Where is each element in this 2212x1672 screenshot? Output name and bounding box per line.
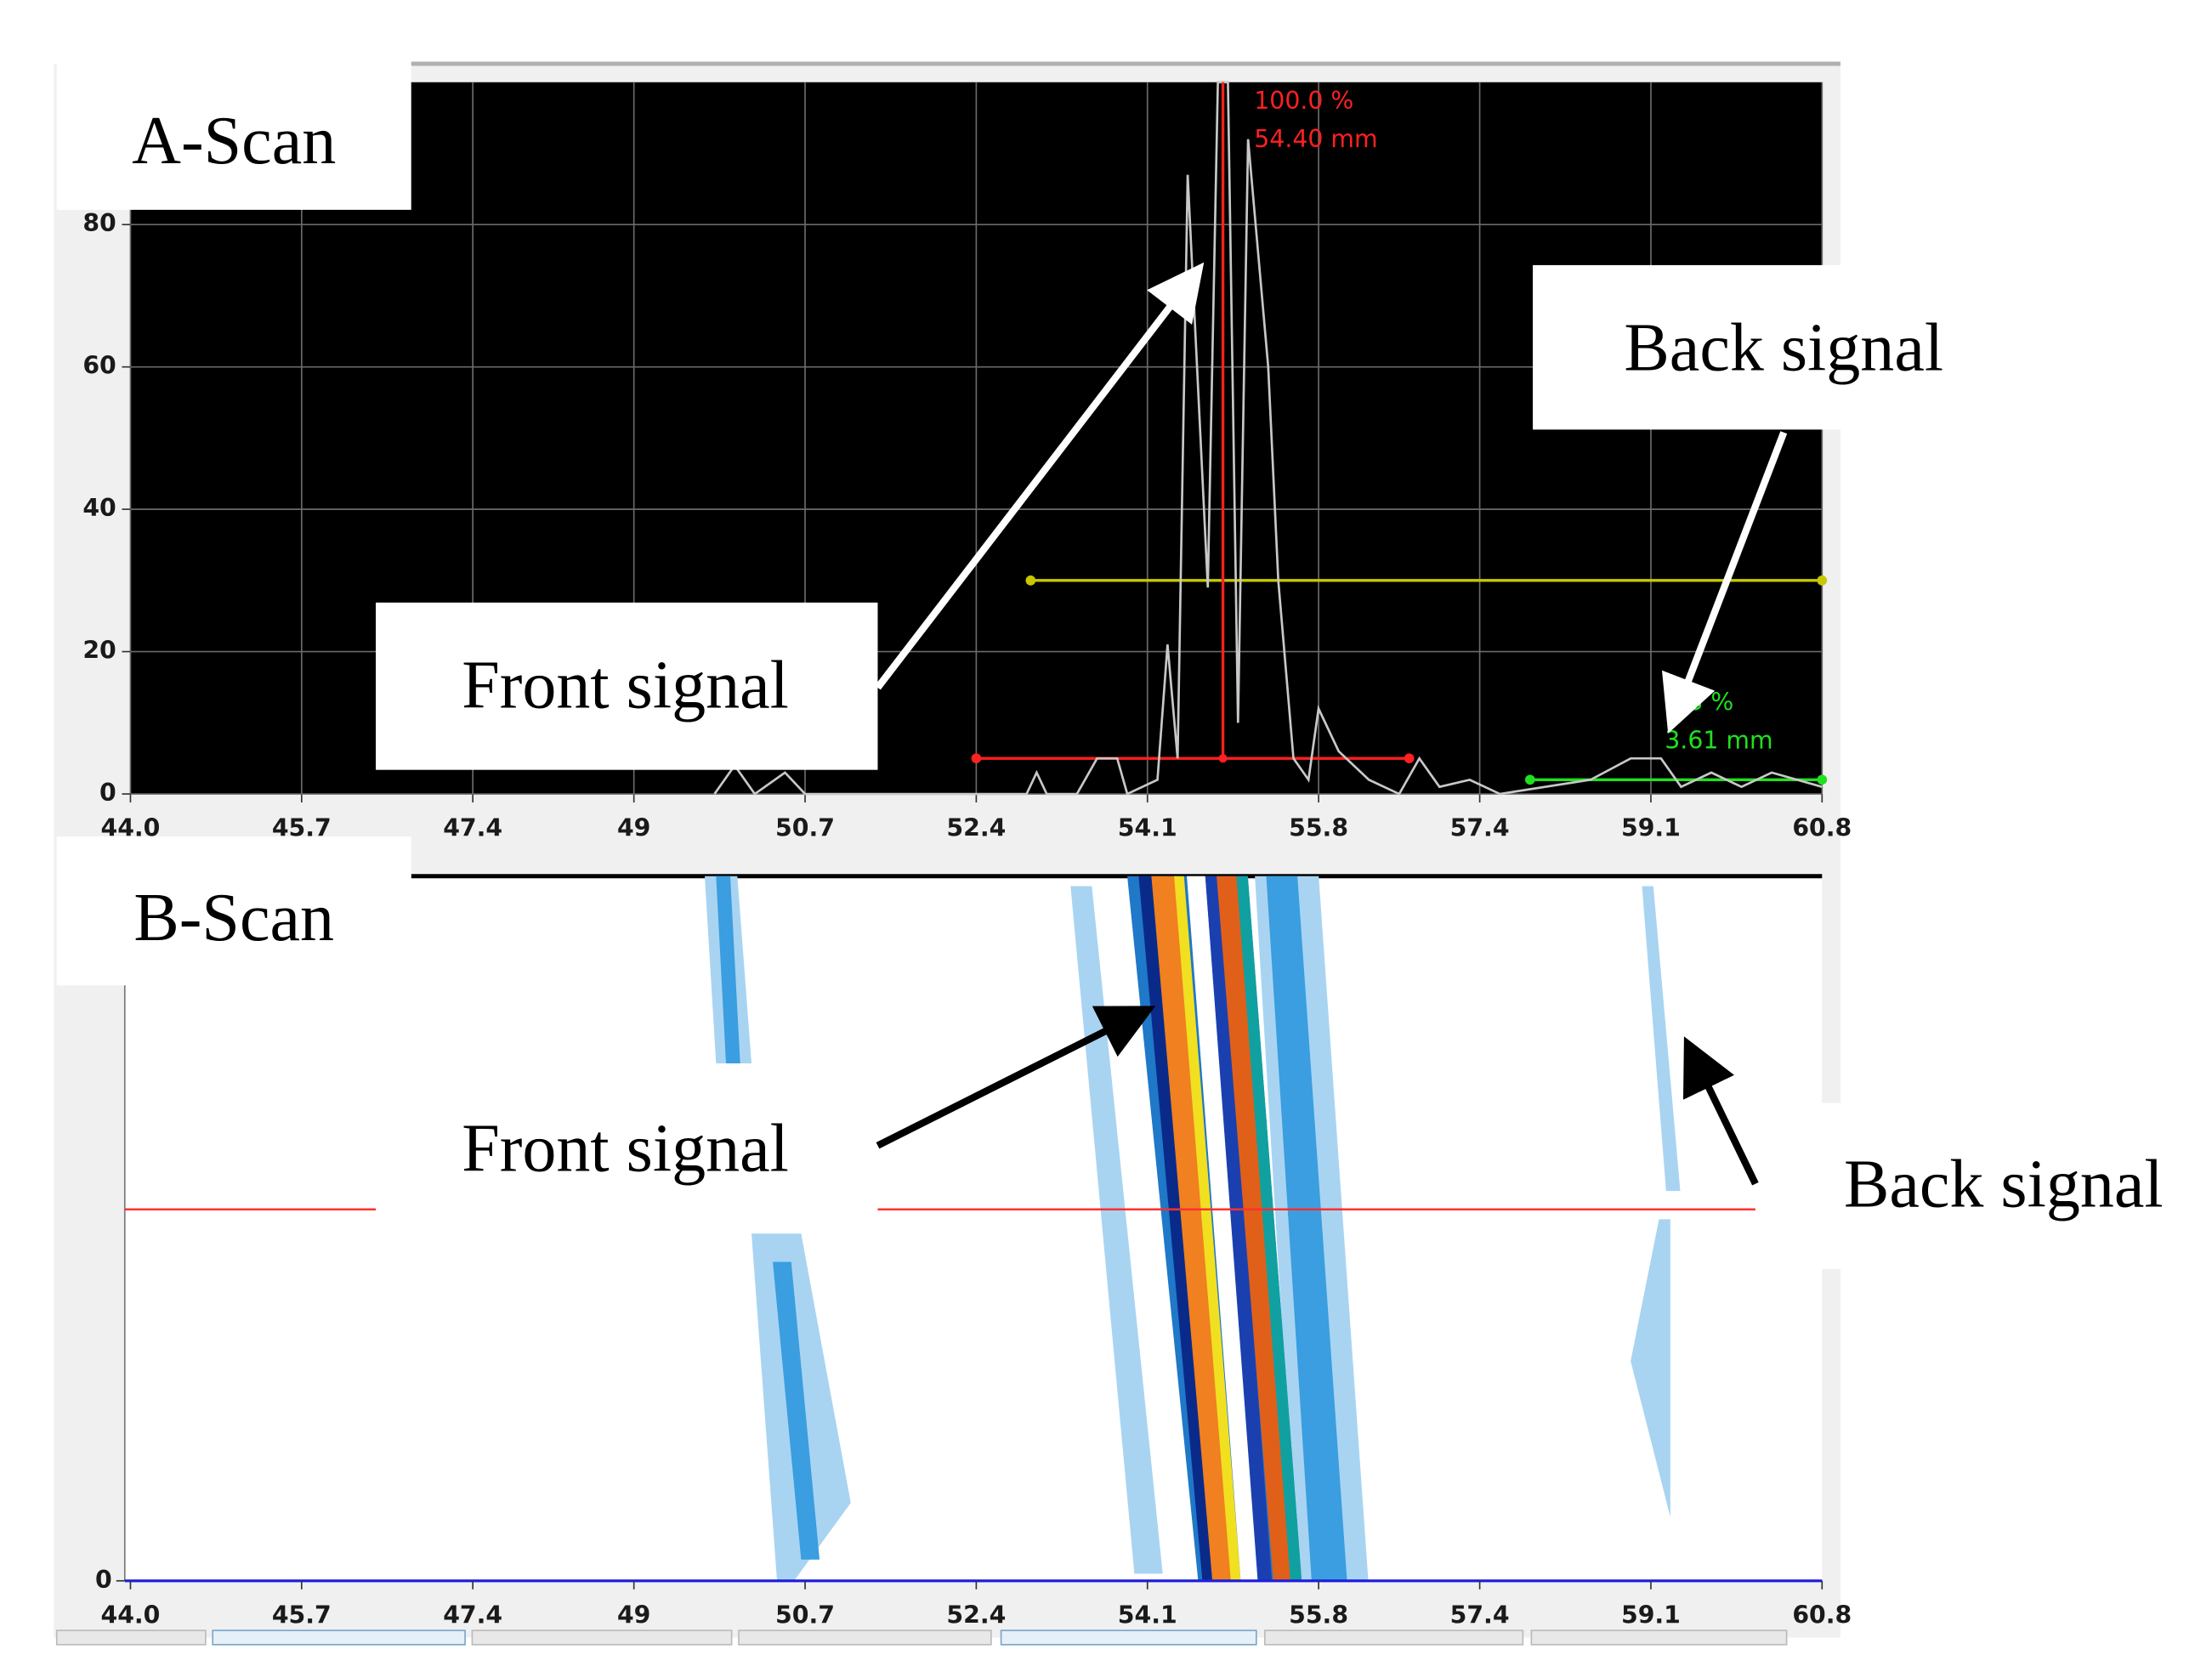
annotation: Front signal: [462, 648, 789, 723]
echo-stripe: [1266, 876, 1347, 1581]
echo-stripe: [1631, 1219, 1670, 1517]
x-tick-label: 49: [617, 1601, 650, 1629]
x-tick-label: 54.1: [1118, 1601, 1177, 1629]
cursor-handle: [1218, 754, 1228, 763]
echo-stripe: [1070, 886, 1163, 1574]
arrow: [1661, 431, 1788, 734]
chart-title: B-Scan: [133, 881, 334, 955]
x-tick-label: 52.4: [946, 814, 1006, 842]
x-tick-label: 49: [617, 814, 650, 842]
label-box: [56, 64, 411, 210]
arrow: [875, 262, 1205, 690]
y-tick-label: 0: [95, 1566, 112, 1594]
x-tick-label: 57.4: [1450, 814, 1510, 842]
annotation: Front signal: [462, 1112, 789, 1187]
x-tick-label: 50.7: [775, 1601, 835, 1629]
arrow: [1682, 1036, 1759, 1186]
x-tick-label: 59.1: [1621, 1601, 1681, 1629]
gate-handle: [1025, 575, 1036, 586]
b-scan-axis: 44.0 45.7 47.4 49 50.7 52.4 54.1 55.8 57.4 59.1 60…: [95, 1566, 1852, 1629]
gate-handle: [1524, 774, 1535, 785]
gate-handle: [971, 753, 982, 764]
echo-band: [1151, 876, 1234, 1581]
echo-stripe: [716, 876, 740, 1063]
label-box: [1755, 1102, 2212, 1269]
x-tick-label: 57.4: [1450, 1601, 1510, 1629]
y-tick-label: 60: [82, 352, 116, 380]
b-scan-image: [704, 876, 1681, 1581]
y-tick-label: 20: [82, 637, 116, 665]
label-box: [1533, 264, 1840, 430]
x-tick-label: 60.8: [1792, 814, 1852, 842]
a-scan-trace: [713, 81, 1823, 796]
echo-stripe: [773, 1261, 820, 1560]
label-box: [376, 1077, 878, 1234]
annotation: Back signal: [1844, 1147, 2164, 1221]
x-tick-label: 47.4: [443, 1601, 502, 1629]
y-tick-label: 0: [99, 779, 116, 807]
x-tick-label: 45.7: [272, 1601, 332, 1629]
annotations: A-Scan Front signal Back signal B-Scan F…: [56, 64, 2212, 1269]
x-tick-label: 50.7: [775, 814, 835, 842]
x-tick-label: 52.4: [946, 1601, 1006, 1629]
y-tick-label: 40: [82, 494, 116, 522]
echo-band: [1205, 876, 1273, 1581]
gate-handle: [1404, 753, 1415, 764]
x-tick-label: 44.0: [100, 1601, 160, 1629]
chart-title: A-Scan: [132, 104, 336, 179]
gate-handle: [1817, 575, 1828, 586]
gate-readout: 3.61 mm: [1665, 726, 1772, 754]
cursor-readout: 54.40 mm: [1254, 125, 1377, 153]
x-tick-label: 55.8: [1289, 1601, 1348, 1629]
y-tick-label: 80: [82, 209, 116, 237]
echo-stripe: [1642, 886, 1681, 1192]
label-box: [56, 836, 411, 986]
gate-handle: [1817, 774, 1828, 785]
x-tick-label: 54.1: [1118, 814, 1177, 842]
tab-strip: [55, 1629, 1788, 1646]
echo-band: [1217, 876, 1294, 1581]
annotation: Back signal: [1624, 310, 1943, 385]
echo-band: [1187, 876, 1260, 1581]
label-box: [376, 602, 878, 770]
x-tick-label: 47.4: [443, 814, 502, 842]
x-tick-label: 55.8: [1289, 814, 1348, 842]
arrow: [876, 1006, 1156, 1149]
cursor-readout: 100.0 %: [1254, 87, 1353, 115]
echo-band: [1236, 876, 1302, 1581]
echo-band: [1174, 876, 1241, 1581]
x-tick-label: 60.8: [1792, 1601, 1852, 1629]
x-tick-label: 59.1: [1621, 814, 1681, 842]
